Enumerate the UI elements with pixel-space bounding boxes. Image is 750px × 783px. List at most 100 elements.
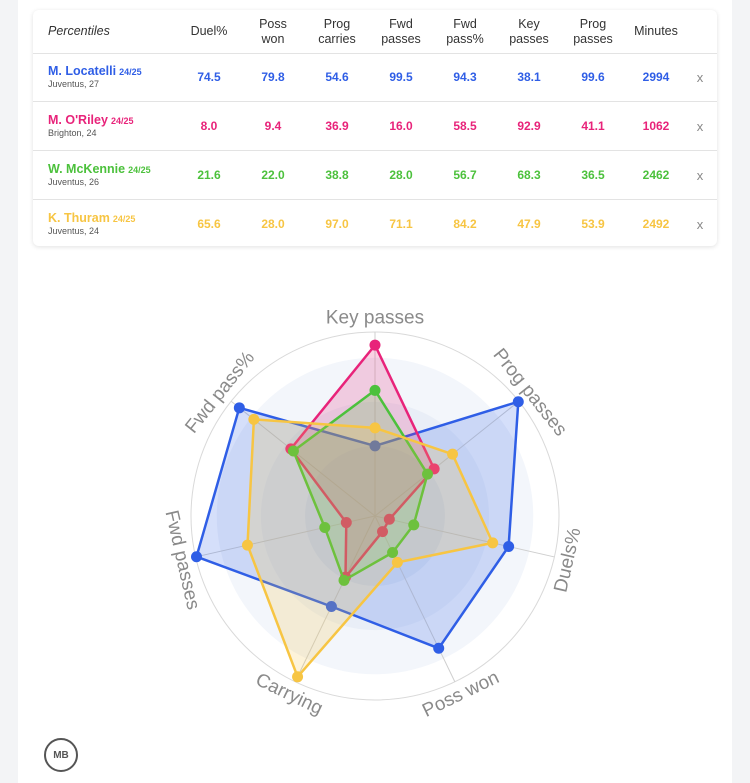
column-header-line1: Poss (259, 16, 287, 31)
stat-cell: 38.1 (517, 70, 541, 84)
player-name[interactable]: W. McKennie 24/25 (48, 162, 151, 176)
stat-cell: 94.3 (453, 70, 477, 84)
radar-data-point (325, 601, 337, 613)
player-season: 24/25 (128, 165, 151, 175)
radar-data-point (340, 517, 352, 529)
stat-cell: 28.0 (261, 217, 285, 231)
radar-data-point (433, 642, 445, 654)
radar-spoke (374, 515, 456, 682)
remove-player-button[interactable]: x (696, 167, 704, 183)
radar-data-point (503, 541, 515, 553)
remove-player-button[interactable]: x (696, 69, 704, 85)
stat-cell: 84.2 (453, 217, 477, 231)
player-season: 24/25 (112, 214, 136, 224)
radar-data-point (248, 413, 260, 425)
stat-cell: 54.6 (325, 70, 349, 84)
stat-cell: 99.5 (389, 70, 413, 84)
stat-cell: 2492 (642, 217, 670, 231)
player-name[interactable]: K. Thuram 24/25 (48, 211, 135, 225)
column-header: Duel% (177, 10, 241, 53)
column-header: Poss won (241, 10, 305, 53)
radar-data-point (292, 671, 304, 683)
player-club-age: Juventus, 26 (48, 177, 100, 187)
column-header-line1: Fwd (389, 16, 413, 31)
remove-player-button[interactable]: x (696, 118, 704, 134)
stat-cell: 92.9 (517, 119, 541, 133)
player-club-age: Juventus, 27 (48, 79, 100, 89)
radar-axis-label: Key passes (326, 308, 424, 329)
column-header: Minutes (624, 10, 688, 53)
column-header: Fwd passes (369, 10, 433, 53)
stat-cell: 65.6 (197, 217, 221, 231)
radar-spoke (374, 515, 555, 558)
stat-cell: 47.9 (517, 217, 541, 231)
radar-spoke (294, 515, 376, 682)
radar-data-point (487, 537, 499, 549)
stat-cell: 16.0 (389, 119, 413, 133)
stat-cell: 8.0 (200, 119, 218, 133)
radar-data-point (387, 546, 399, 558)
player-name-text: M. O'Riley (48, 113, 108, 127)
stat-cell: 74.5 (197, 70, 221, 84)
radar-data-point (369, 384, 381, 396)
column-header: Key passes (497, 10, 561, 53)
stat-cell: 56.7 (453, 168, 477, 182)
stat-cell: 2994 (642, 70, 670, 84)
player-name-text: K. Thuram (48, 211, 110, 225)
radar-data-point (383, 513, 395, 525)
stat-cell: 79.8 (261, 70, 285, 84)
radar-data-point (512, 396, 524, 408)
radar-data-point (369, 440, 381, 452)
radar-data-point (369, 339, 381, 351)
stat-cell: 9.4 (264, 119, 282, 133)
stat-cell: 53.9 (581, 217, 605, 231)
column-header-line2: carries (318, 31, 356, 46)
player-name[interactable]: M. O'Riley 24/25 (48, 113, 133, 127)
stat-cell: 41.1 (581, 119, 605, 133)
stat-cell: 22.0 (261, 168, 285, 182)
column-header-line1: Minutes (634, 24, 678, 38)
player-row: M. O'Riley 24/25 Brighton, 24 8.0 9.4 36.9 16.… (33, 102, 717, 151)
column-header-line2: passes (381, 31, 421, 46)
radar-series-area (292, 389, 429, 582)
stat-cell: 99.6 (581, 70, 605, 84)
radar-data-point (408, 519, 420, 531)
radar-data-point (369, 422, 381, 434)
stat-cell: 2462 (642, 168, 670, 182)
column-header-line2: won (261, 31, 285, 46)
radar-series-area (246, 418, 494, 679)
player-row: K. Thuram 24/25 Juventus, 24 65.6 28.0 97.0 71… (33, 200, 717, 246)
player-season: 24/25 (110, 116, 134, 126)
radar-data-point (287, 445, 299, 457)
stat-cell: 71.1 (389, 217, 413, 231)
player-name[interactable]: M. Locatelli 24/25 (48, 64, 142, 78)
radar-data-point (422, 468, 434, 480)
column-header-line2: passes (509, 31, 549, 46)
stat-cell: 97.0 (325, 217, 349, 231)
radar-data-point (191, 551, 203, 563)
player-row: W. McKennie 24/25 Juventus, 26 21.6 22.0 38.8… (33, 151, 717, 200)
player-row: M. Locatelli 24/25 Juventus, 27 74.5 79.8 54.… (33, 53, 717, 102)
radar-spoke (374, 400, 520, 517)
column-header-line2: passes (573, 31, 613, 46)
column-header: Fwd pass% (433, 10, 497, 53)
player-club-age: Juventus, 24 (48, 226, 100, 236)
player-name-text: M. Locatelli (48, 64, 117, 78)
stat-cell: 21.6 (197, 168, 221, 182)
stat-cell: 28.0 (389, 168, 413, 182)
stat-cell: 38.8 (325, 168, 349, 182)
radar-data-point (233, 402, 245, 414)
logo-text: MB (53, 749, 69, 761)
player-season: 24/25 (119, 67, 142, 77)
remove-player-button[interactable]: x (696, 216, 704, 232)
header-percentiles: Percentiles (48, 24, 110, 38)
radar-data-point (377, 526, 389, 538)
stat-cell: 58.5 (453, 119, 477, 133)
stat-cell: 1062 (642, 119, 670, 133)
radar-data-point (391, 556, 403, 568)
stat-cell: 36.9 (325, 119, 349, 133)
radar-data-point (241, 539, 253, 551)
stat-cell: 68.3 (517, 168, 541, 182)
radar-data-point (447, 448, 459, 460)
